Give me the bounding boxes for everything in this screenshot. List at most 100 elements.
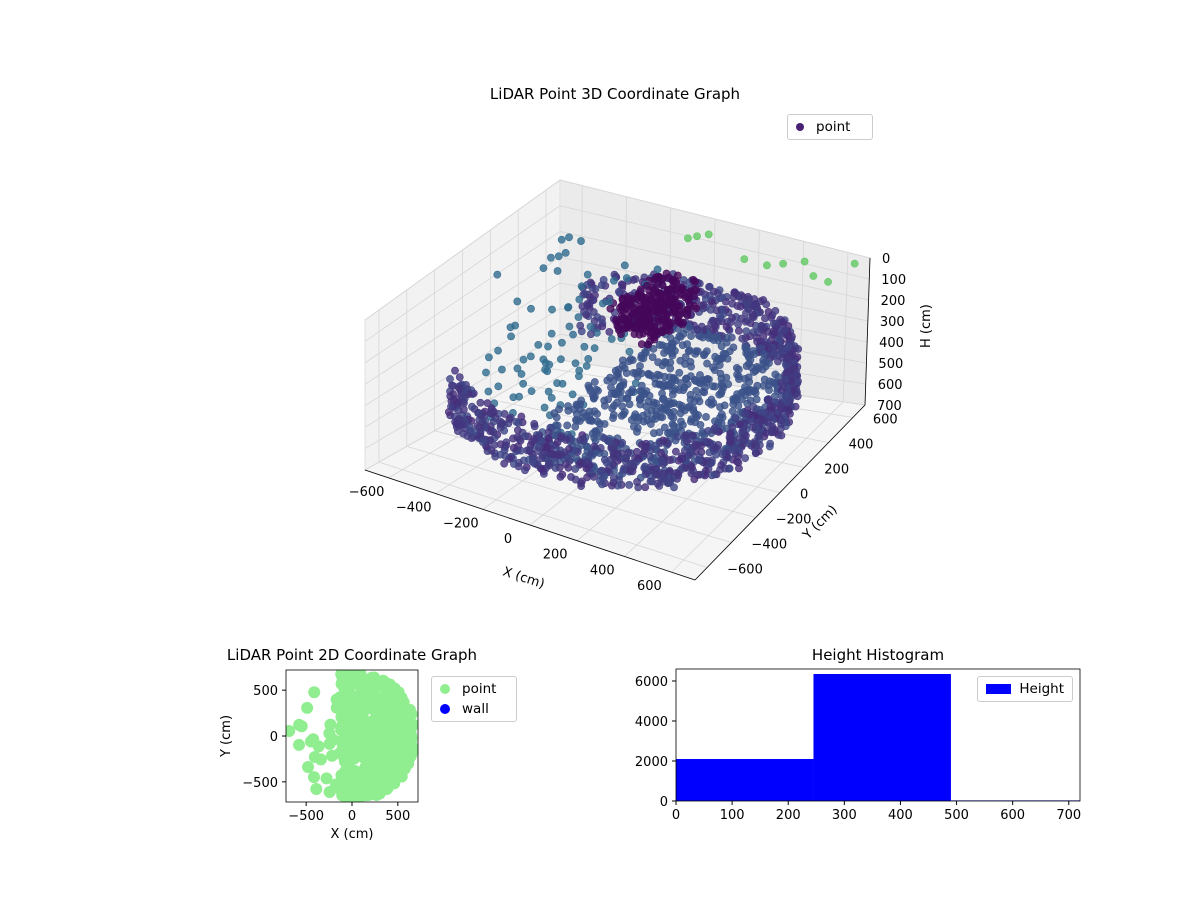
data-point xyxy=(693,232,701,241)
data-point xyxy=(558,338,566,347)
data-point xyxy=(538,454,546,463)
data-point xyxy=(564,406,573,415)
data-point xyxy=(663,310,672,319)
data-point xyxy=(784,356,793,364)
data-point xyxy=(539,264,548,273)
y-tick-label: 4000 xyxy=(635,715,668,730)
data-point xyxy=(387,709,400,722)
data-point xyxy=(357,720,370,733)
data-point xyxy=(387,733,400,746)
histogram: 0 100 200 300 400 500 600 700 0 2000 4000 6000 xyxy=(635,668,1081,823)
data-point xyxy=(749,368,758,376)
data-point xyxy=(742,362,751,370)
data-point xyxy=(540,403,549,412)
data-point xyxy=(637,353,646,362)
data-point xyxy=(600,455,609,464)
data-point xyxy=(641,483,650,492)
data-point xyxy=(687,332,695,340)
data-point xyxy=(637,441,646,449)
data-point xyxy=(655,300,664,308)
points-2d xyxy=(286,670,418,802)
data-point xyxy=(558,379,567,388)
data-point xyxy=(307,771,320,784)
z-tick-label: 0 xyxy=(882,252,890,267)
data-point xyxy=(605,297,614,306)
data-point xyxy=(676,356,685,365)
data-point xyxy=(705,282,714,291)
data-point xyxy=(675,318,684,327)
y-tick-label: 0 xyxy=(270,730,278,745)
chart2d-title: LiDAR Point 2D Coordinate Graph xyxy=(226,646,478,664)
gridline xyxy=(364,282,561,407)
data-point xyxy=(753,337,762,346)
data-point xyxy=(596,467,605,476)
data-point xyxy=(302,760,315,773)
data-point xyxy=(500,459,509,468)
data-point xyxy=(654,358,662,367)
x-tick-label: 500 xyxy=(944,808,969,823)
data-point xyxy=(749,402,758,411)
data-point xyxy=(557,432,566,440)
data-point xyxy=(584,381,593,390)
data-point xyxy=(590,378,599,386)
data-point xyxy=(565,233,573,242)
gridline xyxy=(842,252,849,402)
data-point xyxy=(482,368,490,377)
data-point xyxy=(763,261,771,270)
data-point xyxy=(392,722,405,735)
data-point xyxy=(526,352,535,361)
data-point xyxy=(353,781,366,794)
data-point xyxy=(738,334,747,343)
data-point xyxy=(765,442,774,451)
data-point xyxy=(824,277,832,286)
data-point xyxy=(646,324,654,333)
data-point xyxy=(668,390,677,399)
data-point xyxy=(367,749,380,762)
data-point xyxy=(521,466,529,475)
data-point xyxy=(384,760,397,773)
data-point xyxy=(339,683,352,696)
x-tick-label: −200 xyxy=(443,516,479,531)
data-point xyxy=(341,708,354,721)
x-tick-label: 100 xyxy=(720,808,745,823)
data-point xyxy=(544,342,552,351)
y-tick-label: −200 xyxy=(776,513,812,528)
data-point xyxy=(530,419,539,428)
data-point xyxy=(691,377,700,385)
data-point xyxy=(703,359,711,368)
data-point xyxy=(655,341,664,349)
data-point xyxy=(628,310,637,319)
data-point xyxy=(710,424,719,432)
data-point xyxy=(596,444,605,452)
data-point xyxy=(600,434,609,443)
data-point xyxy=(607,481,616,490)
z-tick-label: 100 xyxy=(881,273,906,288)
data-point xyxy=(577,282,586,291)
data-point xyxy=(641,462,649,471)
data-point xyxy=(763,396,772,405)
data-point xyxy=(583,270,592,279)
data-point xyxy=(725,433,734,442)
data-point xyxy=(513,297,522,306)
legend-label: wall xyxy=(462,701,489,717)
data-point xyxy=(658,395,667,404)
data-point xyxy=(586,330,595,339)
data-point xyxy=(515,392,524,401)
data-point xyxy=(453,427,462,435)
z-tick-label: 300 xyxy=(880,315,905,330)
data-point xyxy=(657,456,666,465)
data-point xyxy=(800,257,809,266)
data-point xyxy=(455,373,464,382)
data-point xyxy=(632,447,641,456)
data-point xyxy=(678,404,686,413)
gridline xyxy=(364,205,561,342)
data-point xyxy=(779,259,788,268)
data-point xyxy=(627,355,635,364)
data-point xyxy=(544,387,553,396)
data-point xyxy=(574,313,583,322)
data-point xyxy=(678,341,687,350)
data-point xyxy=(352,677,365,690)
data-point xyxy=(528,458,537,466)
data-point xyxy=(554,252,563,261)
data-point xyxy=(684,234,692,243)
